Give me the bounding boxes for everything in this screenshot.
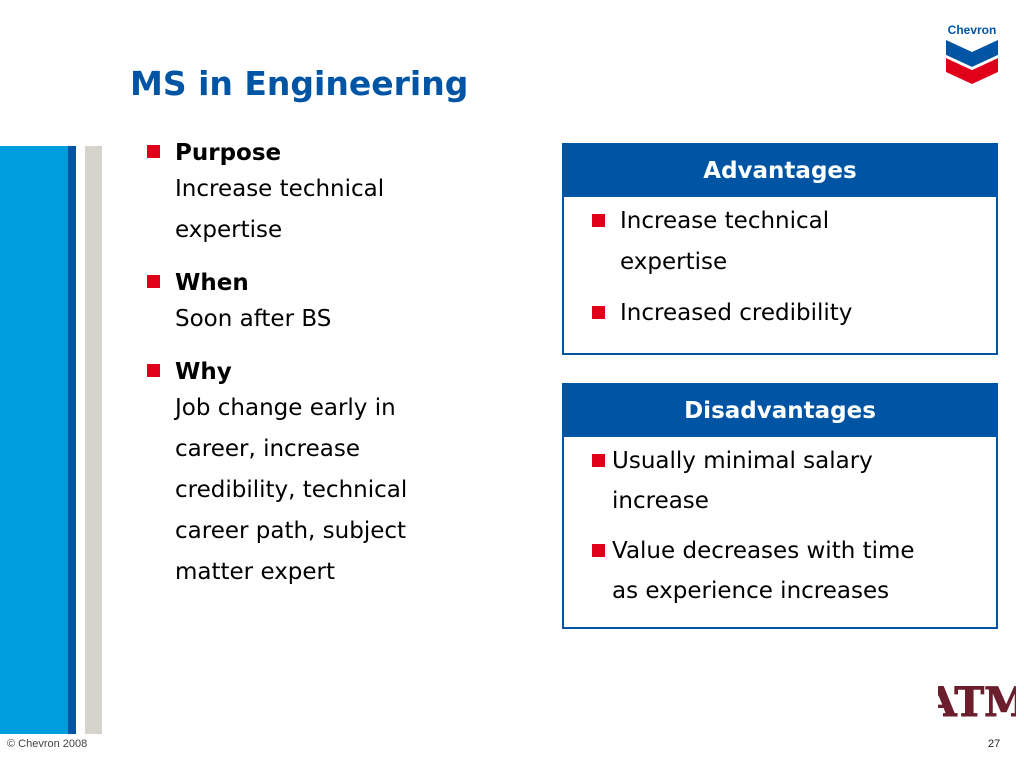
advantage-line: expertise	[620, 249, 728, 275]
bullet-line: Job change early in	[175, 395, 396, 421]
bullet-heading: Why	[175, 359, 232, 385]
advantage-item: Increase technical expertise	[590, 201, 986, 283]
disadvantages-header: Disadvantages	[564, 385, 996, 437]
disadvantage-line: Value decreases with time	[612, 538, 915, 564]
left-accent-bar-cyan	[0, 146, 68, 734]
disadvantage-item: Value decreases with time as experience …	[590, 531, 986, 611]
left-accent-bar-blue	[68, 146, 76, 734]
bullet-square-icon	[592, 306, 605, 319]
page-number: 27	[988, 738, 1001, 750]
bullet-heading: Purpose	[175, 140, 282, 166]
bullet-line: matter expert	[175, 559, 336, 585]
advantage-item: Increased credibility	[590, 293, 986, 334]
bullet-line: credibility, technical	[175, 477, 408, 503]
disadvantage-line: as experience increases	[612, 578, 890, 604]
slide-title: MS in Engineering	[130, 64, 469, 103]
bullet-square-icon	[592, 544, 605, 557]
disadvantage-line: Usually minimal salary	[612, 448, 873, 474]
atm-logo: ATM	[938, 668, 1016, 726]
bullet-square-icon	[147, 364, 160, 377]
bullet-line: career path, subject	[175, 518, 407, 544]
disadvantage-item: Usually minimal salary increase	[590, 441, 986, 521]
bullet-line: Increase technical	[175, 176, 385, 202]
advantages-list: Increase technical expertise Increased c…	[564, 197, 996, 334]
chevron-logo-text: Chevron	[948, 23, 997, 37]
bullet-square-icon	[592, 214, 605, 227]
disadvantages-panel: Disadvantages Usually minimal salary inc…	[562, 383, 998, 629]
footer-copyright: © Chevron 2008	[7, 738, 88, 750]
bullet-why: Why Job change early in career, increase…	[145, 356, 485, 593]
bullet-line: expertise	[175, 217, 283, 243]
left-accent-bar-gray	[85, 146, 102, 734]
bullet-when: When Soon after BS	[145, 267, 485, 340]
bullet-line: career, increase	[175, 436, 361, 462]
advantage-line: Increased credibility	[620, 300, 853, 326]
bullet-line: Soon after BS	[175, 306, 332, 332]
advantage-line: Increase technical	[620, 208, 830, 234]
advantages-panel: Advantages Increase technical expertise …	[562, 143, 998, 355]
bullet-heading: When	[175, 270, 249, 296]
chevron-logo: Chevron	[946, 23, 998, 84]
bullet-purpose: Purpose Increase technical expertise	[145, 137, 485, 251]
disadvantage-line: increase	[612, 488, 709, 514]
bullet-square-icon	[147, 145, 160, 158]
bullet-square-icon	[592, 454, 605, 467]
bullet-list: Purpose Increase technical expertise Whe…	[145, 137, 485, 609]
disadvantages-list: Usually minimal salary increase Value de…	[564, 437, 996, 611]
atm-logo-text: ATM	[938, 679, 1016, 726]
bullet-square-icon	[147, 275, 160, 288]
advantages-header: Advantages	[564, 145, 996, 197]
